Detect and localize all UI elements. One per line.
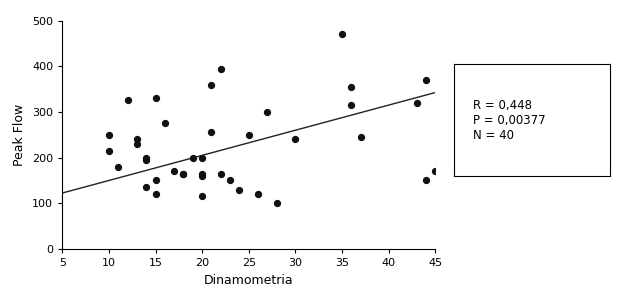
Point <box>253 192 263 197</box>
Point <box>421 78 431 82</box>
Point <box>151 178 160 183</box>
Point <box>430 169 440 174</box>
Point <box>104 149 114 153</box>
Point <box>104 132 114 137</box>
Point <box>197 155 207 160</box>
Point <box>169 169 179 174</box>
X-axis label: Dinamometria: Dinamometria <box>204 274 294 287</box>
Point <box>197 173 207 178</box>
Point <box>141 158 151 162</box>
Point <box>337 32 347 37</box>
Point <box>216 171 226 176</box>
Y-axis label: Peak Flow: Peak Flow <box>14 104 27 166</box>
Point <box>216 66 226 71</box>
Point <box>141 185 151 190</box>
Point <box>160 121 170 126</box>
Point <box>179 171 188 176</box>
Point <box>179 171 188 176</box>
Point <box>346 84 356 89</box>
Point <box>356 135 366 139</box>
Point <box>346 103 356 108</box>
Point <box>123 98 132 103</box>
Point <box>197 171 207 176</box>
Point <box>188 155 198 160</box>
Point <box>207 130 216 135</box>
Point <box>113 164 123 169</box>
Point <box>244 132 254 137</box>
Point <box>151 192 160 197</box>
Point <box>412 100 422 105</box>
Point <box>132 137 142 142</box>
Text: R = 0,448
P = 0,00377
N = 40: R = 0,448 P = 0,00377 N = 40 <box>473 99 545 142</box>
Point <box>225 178 235 183</box>
Point <box>132 142 142 146</box>
Point <box>207 82 216 87</box>
Point <box>421 178 431 183</box>
Point <box>141 155 151 160</box>
Point <box>151 96 160 100</box>
Point <box>234 187 244 192</box>
Point <box>197 194 207 199</box>
Point <box>262 110 272 114</box>
Point <box>272 201 282 206</box>
Point <box>290 137 300 142</box>
